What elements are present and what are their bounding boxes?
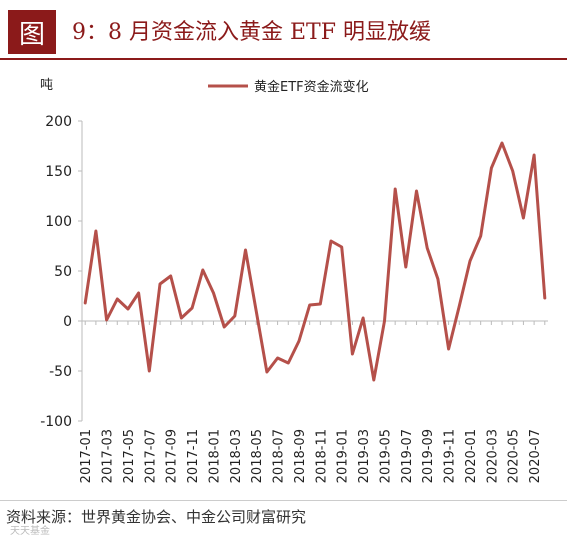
data-point <box>511 170 514 172</box>
x-tick-label: 2018-05 <box>250 429 265 483</box>
y-tick-label: -100 <box>40 414 72 430</box>
data-point <box>362 317 364 319</box>
x-tick-label: 2019-11 <box>443 429 458 483</box>
x-tick-label: 2020-07 <box>528 429 543 483</box>
data-point <box>234 315 236 317</box>
data-point <box>522 217 525 219</box>
x-tick-label: 2019-05 <box>378 429 393 483</box>
x-tick-label: 2020-03 <box>485 429 500 483</box>
data-point <box>501 142 503 144</box>
data-point <box>287 362 290 364</box>
source-note: 资料来源：世界黄金协会、中金公司财富研究 <box>6 508 307 526</box>
footer-divider <box>0 500 567 501</box>
x-tick-label: 2019-09 <box>421 429 436 483</box>
data-point <box>319 303 322 305</box>
data-point <box>201 269 204 271</box>
x-tick-label: 2017-01 <box>79 429 94 483</box>
data-point <box>308 304 311 306</box>
data-point <box>543 297 546 299</box>
data-point <box>127 308 129 310</box>
data-point <box>405 266 407 268</box>
data-point <box>276 357 279 359</box>
data-point <box>340 246 343 248</box>
x-tick-label: 2017-11 <box>186 429 201 483</box>
figure-header: 图 9：8 月资金流入黄金 ETF 明显放缓 <box>0 8 567 54</box>
data-point <box>298 340 300 342</box>
y-tick-label: 100 <box>45 214 72 230</box>
y-axis-unit-label: 吨 <box>40 78 53 93</box>
data-point <box>105 319 108 321</box>
data-point <box>330 240 332 242</box>
x-tick-label: 2018-07 <box>272 429 287 483</box>
data-point <box>84 302 87 304</box>
data-point <box>223 326 225 328</box>
data-point <box>458 305 461 307</box>
x-tick-label: 2020-05 <box>507 429 522 483</box>
data-point <box>95 230 97 232</box>
data-point <box>533 154 535 156</box>
x-tick-label: 2018-01 <box>207 429 222 483</box>
data-point <box>351 353 354 355</box>
data-point <box>447 348 450 350</box>
x-tick-label: 2018-09 <box>293 429 308 483</box>
chart-axes: 吨 -100 -50 0 50 100 150 200 2017-01 2017-03 2017-0… <box>40 78 548 483</box>
x-tick-label: 2020-01 <box>464 429 479 483</box>
data-point <box>244 249 247 251</box>
x-tick-label: 2019-07 <box>400 429 415 483</box>
x-tick-label: 2017-05 <box>122 429 137 483</box>
data-point <box>148 370 151 372</box>
y-tick-label: -50 <box>49 364 72 380</box>
data-point <box>437 278 439 280</box>
x-tick-label: 2017-07 <box>143 429 158 483</box>
x-tick-label: 2019-03 <box>357 429 372 483</box>
y-tick-label: 50 <box>54 264 72 280</box>
data-point <box>191 307 193 309</box>
line-chart: 吨 -100 -50 0 50 100 150 200 2017-01 2017-03 2017-0… <box>40 78 548 483</box>
y-tick-label: 200 <box>45 114 72 130</box>
x-tick-label: 2018-03 <box>229 429 244 483</box>
data-point <box>426 247 429 249</box>
data-point <box>394 188 396 190</box>
data-point <box>266 371 268 373</box>
data-point <box>137 292 140 294</box>
y-tick-label: 0 <box>63 314 72 330</box>
data-point <box>383 320 386 322</box>
watermark: 天天基金 <box>10 526 50 537</box>
figure-label-box: 图 <box>8 10 56 54</box>
data-point <box>212 292 215 294</box>
data-point <box>180 317 183 319</box>
data-point <box>116 298 119 300</box>
figure-title: 9：8 月资金流入黄金 ETF 明显放缓 <box>72 20 431 45</box>
series-line <box>83 141 547 382</box>
data-point <box>159 283 161 285</box>
data-point <box>469 260 471 262</box>
data-point <box>479 235 482 237</box>
title-divider <box>0 58 567 60</box>
chart-legend: 黄金ETF资金流变化 <box>208 79 369 95</box>
series-layer <box>83 141 547 382</box>
x-tick-label: 2017-03 <box>101 429 116 483</box>
data-point <box>255 310 258 312</box>
data-point <box>372 379 375 381</box>
data-point <box>169 275 172 277</box>
y-tick-label: 150 <box>45 164 72 180</box>
x-tick-label: 2017-09 <box>165 429 180 483</box>
x-tick-label: 2019-01 <box>336 429 351 483</box>
data-point <box>415 190 418 192</box>
legend-label: 黄金ETF资金流变化 <box>254 79 369 95</box>
x-tick-label: 2018-11 <box>314 429 329 483</box>
data-point <box>490 167 493 169</box>
